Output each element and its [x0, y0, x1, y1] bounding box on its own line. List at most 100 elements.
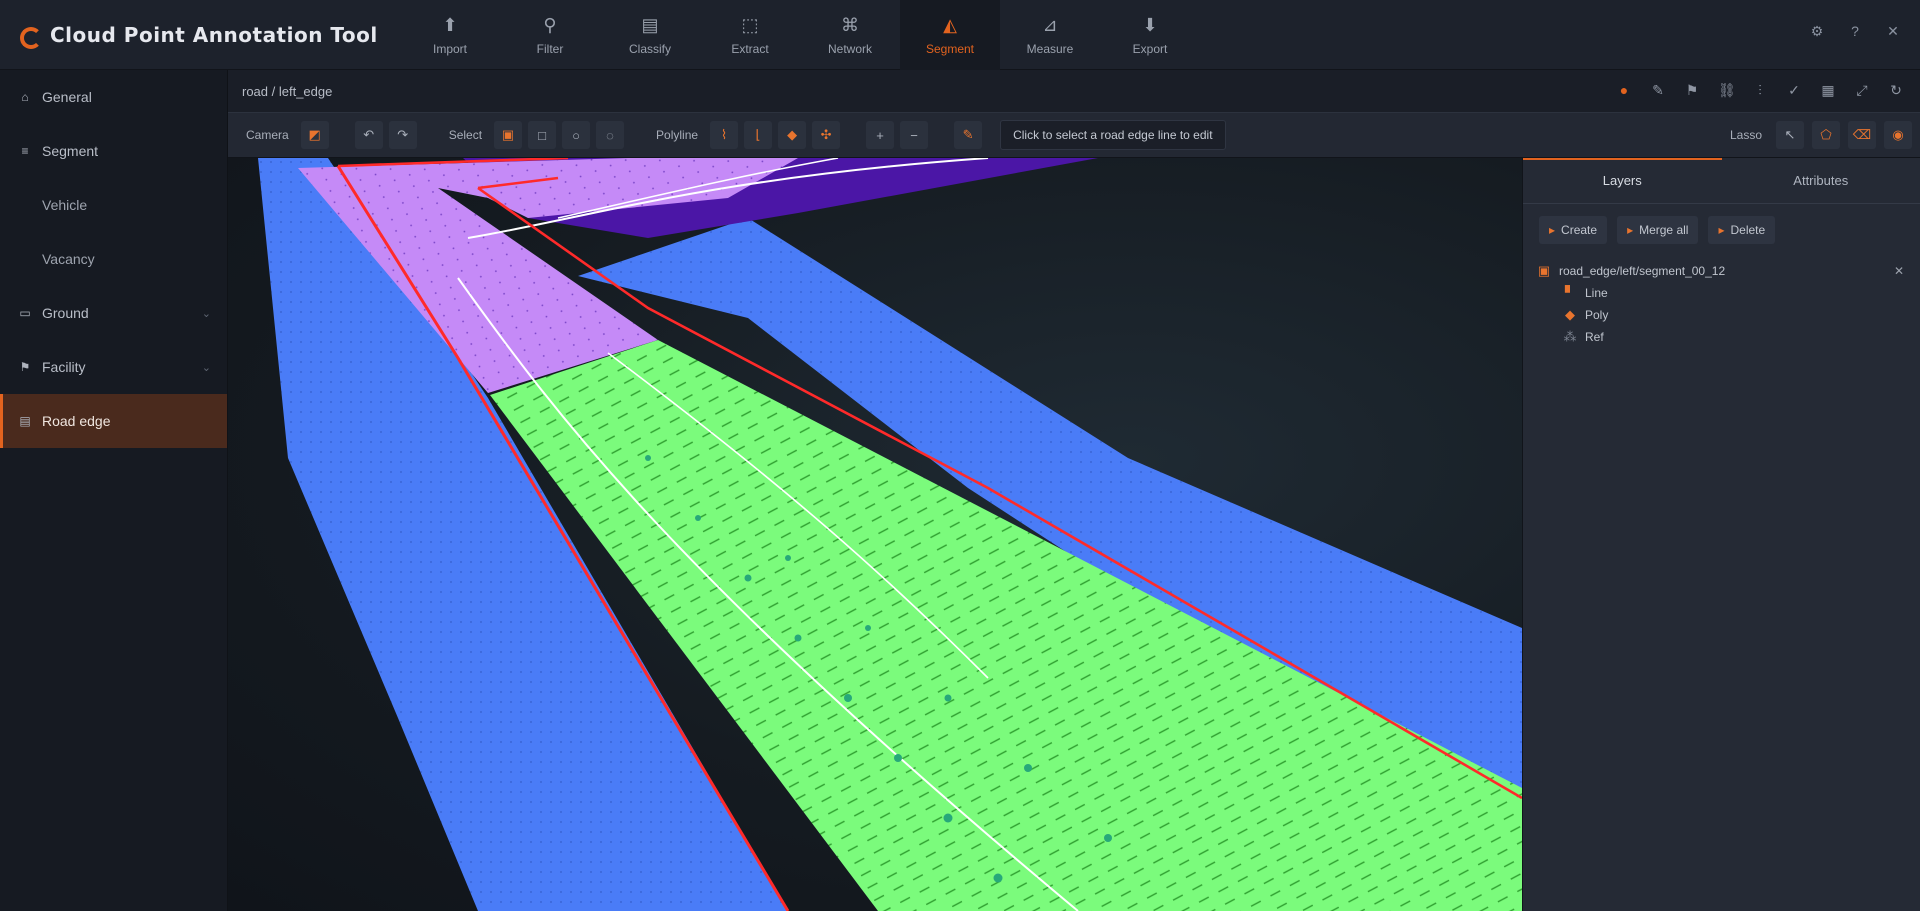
pen-icon[interactable]: ✎: [1650, 82, 1666, 99]
create-label: Create: [1561, 223, 1597, 237]
link-icon[interactable]: ⛓: [1718, 82, 1734, 99]
check-icon[interactable]: ✓: [1786, 82, 1802, 99]
view-label: Camera: [240, 128, 295, 142]
sidebar-item-vacancy[interactable]: Vacancy: [0, 232, 227, 286]
node-icon[interactable]: ◆: [778, 121, 806, 149]
layers-icon: ≡: [18, 144, 32, 158]
zoom-out-icon[interactable]: −: [900, 121, 928, 149]
tree-item-label: Poly: [1585, 308, 1608, 322]
tree-item-line[interactable]: ▘ Line: [1537, 282, 1906, 304]
sidebar-item-label: Segment: [42, 143, 98, 159]
nav-item-extract[interactable]: ⬚ Extract: [700, 0, 800, 70]
help-icon[interactable]: ?: [1846, 22, 1864, 40]
sidebar-item-ground[interactable]: ▭ Ground ⌄: [0, 286, 227, 340]
panel-actions: ▸ Create ▸ Merge all ▸ Delete: [1523, 204, 1920, 256]
corner-icon[interactable]: ⌊: [744, 121, 772, 149]
network-icon: ⌘: [841, 15, 859, 36]
crumb-tools: ● ✎ ⚑ ⛓ ⫶ ✓ ▦ ⤢ ↻: [1616, 82, 1904, 99]
expand-icon[interactable]: ⤢: [1854, 82, 1870, 99]
camera-icon[interactable]: ◩: [301, 121, 329, 149]
nav-label: Export: [1133, 42, 1168, 56]
point-cloud-viewport[interactable]: [228, 158, 1522, 911]
poly-icon: ◆: [1563, 308, 1577, 322]
merge-all-label: Merge all: [1639, 223, 1688, 237]
polygon-icon[interactable]: ⬠: [1812, 121, 1840, 149]
create-button[interactable]: ▸ Create: [1539, 216, 1607, 244]
select-icon[interactable]: ▣: [494, 121, 522, 149]
nav-label: Import: [433, 42, 467, 56]
tree-item-poly[interactable]: ◆ Poly: [1537, 304, 1906, 326]
box-icon[interactable]: □: [528, 121, 556, 149]
sidebar-item-label: Vehicle: [42, 197, 87, 213]
panel-tabs: Layers Attributes: [1523, 158, 1920, 204]
home-icon: ⌂: [18, 90, 32, 104]
import-icon: ⬆: [442, 15, 457, 36]
draw-label: Polyline: [650, 128, 704, 142]
nav-item-export[interactable]: ⬇ Export: [1100, 0, 1200, 70]
pin-icon[interactable]: ●: [1616, 82, 1632, 99]
tree-item-label: Ref: [1585, 330, 1604, 344]
flag-icon[interactable]: ⚑: [1684, 82, 1700, 99]
sidebar-item-vehicle[interactable]: Vehicle: [0, 178, 227, 232]
nav-item-classify[interactable]: ▤ Classify: [600, 0, 700, 70]
lasso-icon[interactable]: ◌: [596, 121, 624, 149]
create-icon: ▸: [1549, 223, 1555, 237]
tree-root[interactable]: ▣ road_edge/left/segment_00_12 ✕: [1537, 260, 1906, 282]
line-icon: ▘: [1563, 286, 1577, 300]
header-tools: ⚙ ? ✕: [1808, 22, 1902, 40]
nav-item-network[interactable]: ⌘ Network: [800, 0, 900, 70]
breadcrumb: road / left_edge: [242, 84, 332, 99]
merge-icon[interactable]: ✣: [812, 121, 840, 149]
filter-icon: ⚲: [543, 15, 556, 36]
pointer-icon[interactable]: ↖: [1776, 121, 1804, 149]
sidebar-item-label: General: [42, 89, 92, 105]
sidebar-item-label: Facility: [42, 359, 86, 375]
nav-label: Measure: [1027, 42, 1074, 56]
folder-icon: ▣: [1537, 264, 1551, 278]
close-icon[interactable]: ✕: [1884, 22, 1902, 40]
sidebar-item-facility[interactable]: ⚑ Facility ⌄: [0, 340, 227, 394]
classify-icon: ▤: [641, 15, 658, 36]
nav-item-segment[interactable]: ◭ Segment: [900, 0, 1000, 70]
extract-icon: ⬚: [741, 15, 758, 36]
chevron-down-icon[interactable]: ⌄: [202, 361, 211, 374]
split-icon[interactable]: ⫶: [1752, 82, 1768, 99]
sidebar-item-road-edge[interactable]: ▤ Road edge: [0, 394, 227, 448]
polyline-icon[interactable]: ⌇: [710, 121, 738, 149]
sidebar-item-general[interactable]: ⌂ General: [0, 70, 227, 124]
zoom-in-icon[interactable]: +: [866, 121, 894, 149]
nav-item-import[interactable]: ⬆ Import: [400, 0, 500, 70]
sidebar-item-label: Road edge: [42, 413, 111, 429]
breadcrumb-bar: road / left_edge ● ✎ ⚑ ⛓ ⫶ ✓ ▦ ⤢ ↻: [228, 70, 1920, 112]
delete-button[interactable]: ▸ Delete: [1708, 216, 1775, 244]
tree-item-ref[interactable]: ⁂ Ref: [1537, 326, 1906, 348]
nav-label: Segment: [926, 42, 974, 56]
road-icon: ▤: [18, 414, 32, 428]
settings-icon[interactable]: ⚙: [1808, 22, 1826, 40]
tab-layers[interactable]: Layers: [1523, 158, 1722, 203]
sidebar-item-label: Vacancy: [42, 251, 95, 267]
circle-icon[interactable]: ○: [562, 121, 590, 149]
fill-icon[interactable]: ◉: [1884, 121, 1912, 149]
nav-item-filter[interactable]: ⚲ Filter: [500, 0, 600, 70]
tab-attributes[interactable]: Attributes: [1722, 158, 1920, 203]
grid-icon[interactable]: ▦: [1820, 82, 1836, 99]
top-header: Cloud Point Annotation Tool ⬆ Import ⚲ Filt…: [0, 0, 1920, 70]
sidebar: ⌂ General ≡ Segment Vehicle Vacancy ▭ Ground ⌄ ⚑ F…: [0, 70, 228, 911]
segment-icon: ◭: [943, 15, 957, 36]
nav-item-measure[interactable]: ⊿ Measure: [1000, 0, 1100, 70]
tree-root-label: road_edge/left/segment_00_12: [1559, 264, 1725, 278]
merge-all-button[interactable]: ▸ Merge all: [1617, 216, 1698, 244]
undo-icon[interactable]: ↶: [355, 121, 383, 149]
refresh-icon[interactable]: ↻: [1888, 82, 1904, 99]
chevron-down-icon[interactable]: ⌄: [202, 307, 211, 320]
close-icon[interactable]: ✕: [1894, 264, 1904, 278]
erase-icon[interactable]: ⌫: [1848, 121, 1876, 149]
ref-icon: ⁂: [1563, 330, 1577, 344]
redo-icon[interactable]: ↷: [389, 121, 417, 149]
point-cloud-canvas[interactable]: [228, 158, 1522, 911]
brush-icon[interactable]: ✎: [954, 121, 982, 149]
app-logo: Cloud Point Annotation Tool: [18, 18, 378, 52]
delete-label: Delete: [1730, 223, 1765, 237]
sidebar-item-segment[interactable]: ≡ Segment: [0, 124, 227, 178]
